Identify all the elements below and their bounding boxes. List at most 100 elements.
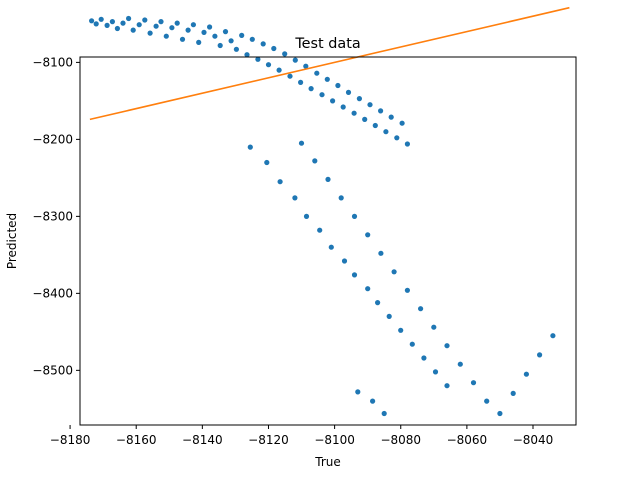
scatter-point: [386, 313, 392, 319]
scatter-point: [190, 22, 196, 28]
scatter-point: [153, 23, 159, 29]
scatter-point: [391, 269, 397, 275]
y-tick-label: −8100: [32, 55, 73, 69]
scatter-point: [93, 21, 99, 27]
scatter-point: [228, 38, 234, 44]
scatter-point: [249, 36, 255, 42]
scatter-point: [298, 140, 305, 146]
scatter-point: [367, 102, 373, 108]
scatter-point: [421, 355, 427, 361]
scatter-point: [260, 41, 266, 47]
x-tick-label: −8060: [447, 433, 488, 447]
scatter-point: [355, 389, 361, 395]
scatter-point: [98, 16, 104, 22]
y-axis-label: Predicted: [5, 213, 19, 269]
y-tick-label: −8500: [32, 363, 73, 377]
plot-frame: [79, 56, 577, 426]
scatter-point: [394, 135, 400, 141]
scatter-point: [537, 352, 543, 358]
scatter-point: [328, 244, 334, 250]
scatter-point: [109, 19, 115, 25]
scatter-point: [457, 361, 463, 367]
scatter-point: [510, 390, 516, 396]
x-tick-label: −8140: [182, 433, 223, 447]
scatter-point: [276, 67, 282, 73]
scatter-point: [404, 141, 410, 147]
scatter-point: [404, 287, 410, 293]
scatter-point: [244, 52, 250, 58]
scatter-point: [381, 410, 387, 417]
scatter-point: [324, 76, 330, 82]
scatter-point: [351, 110, 357, 116]
scatter-point: [550, 333, 556, 339]
scatter-point: [340, 104, 346, 110]
scatter-point: [317, 227, 323, 233]
scatter-point: [356, 96, 362, 102]
x-axis-label: True: [314, 455, 341, 469]
scatter-point: [174, 20, 180, 26]
scatter-point: [212, 33, 218, 39]
scatter-point: [147, 30, 153, 36]
scatter-point: [292, 57, 298, 63]
x-tick-label: −8080: [380, 433, 421, 447]
x-axis-ticks: −8180 −8160 −8140 −8120 −8100 −8080 −8060 −8040: [50, 425, 554, 447]
scatter-point: [444, 383, 450, 389]
chart-title: Test data: [294, 36, 360, 52]
scatter-point: [362, 116, 368, 122]
scatter-point: [351, 272, 358, 278]
data-points: [89, 15, 556, 417]
scatter-point: [418, 306, 424, 312]
scatter-point: [338, 195, 344, 201]
y-tick-label: −8400: [32, 286, 73, 300]
scatter-point: [89, 18, 95, 24]
scatter-point: [222, 29, 229, 35]
scatter-point: [319, 92, 325, 98]
scatter-point: [398, 327, 404, 333]
scatter-point: [308, 86, 314, 92]
scatter-point: [378, 250, 384, 256]
scatter-point: [264, 159, 270, 166]
scatter-point: [372, 122, 378, 129]
scatter-point: [158, 19, 164, 25]
plot-area: [79, 6, 577, 426]
scatter-point: [287, 73, 293, 79]
x-tick-label: −8160: [116, 433, 157, 447]
scatter-point: [303, 63, 309, 69]
x-tick-label: −8180: [50, 433, 91, 447]
scatter-point: [163, 33, 169, 39]
scatter-point: [312, 158, 318, 164]
scatter-point: [365, 286, 371, 292]
scatter-point: [444, 343, 450, 349]
y-axis-ticks: −8100 −8200 −8300 −8400 −8500: [32, 55, 80, 377]
x-tick-label: −8040: [513, 433, 554, 447]
scatter-point: [207, 24, 213, 30]
scatter-point: [345, 89, 352, 95]
scatter-point: [277, 179, 283, 185]
scatter-point: [351, 213, 358, 219]
fit-line: [89, 6, 570, 121]
x-tick-label: −8120: [248, 433, 289, 447]
scatter-point: [179, 36, 186, 42]
scatter-point: [130, 27, 136, 33]
scatter-point: [303, 213, 310, 219]
scatter-point: [409, 341, 415, 347]
scatter-point: [217, 42, 223, 49]
scatter-point: [120, 20, 126, 26]
scatter-point: [265, 62, 272, 68]
scatter-point: [239, 32, 245, 39]
scatter-point: [335, 82, 341, 89]
y-tick-label: −8300: [32, 209, 73, 223]
scatter-point: [142, 17, 148, 23]
scatter-point: [388, 114, 394, 120]
scatter-point: [523, 371, 530, 377]
scatter-point: [470, 380, 477, 386]
y-tick-label: −8200: [32, 132, 73, 146]
scatter-point: [432, 369, 439, 375]
scatter-point: [375, 300, 381, 306]
scatter-point: [233, 46, 239, 52]
scatter-point: [282, 51, 288, 57]
scatter-point: [431, 324, 437, 330]
scatter-point: [330, 98, 336, 104]
scatter-point: [114, 25, 120, 32]
